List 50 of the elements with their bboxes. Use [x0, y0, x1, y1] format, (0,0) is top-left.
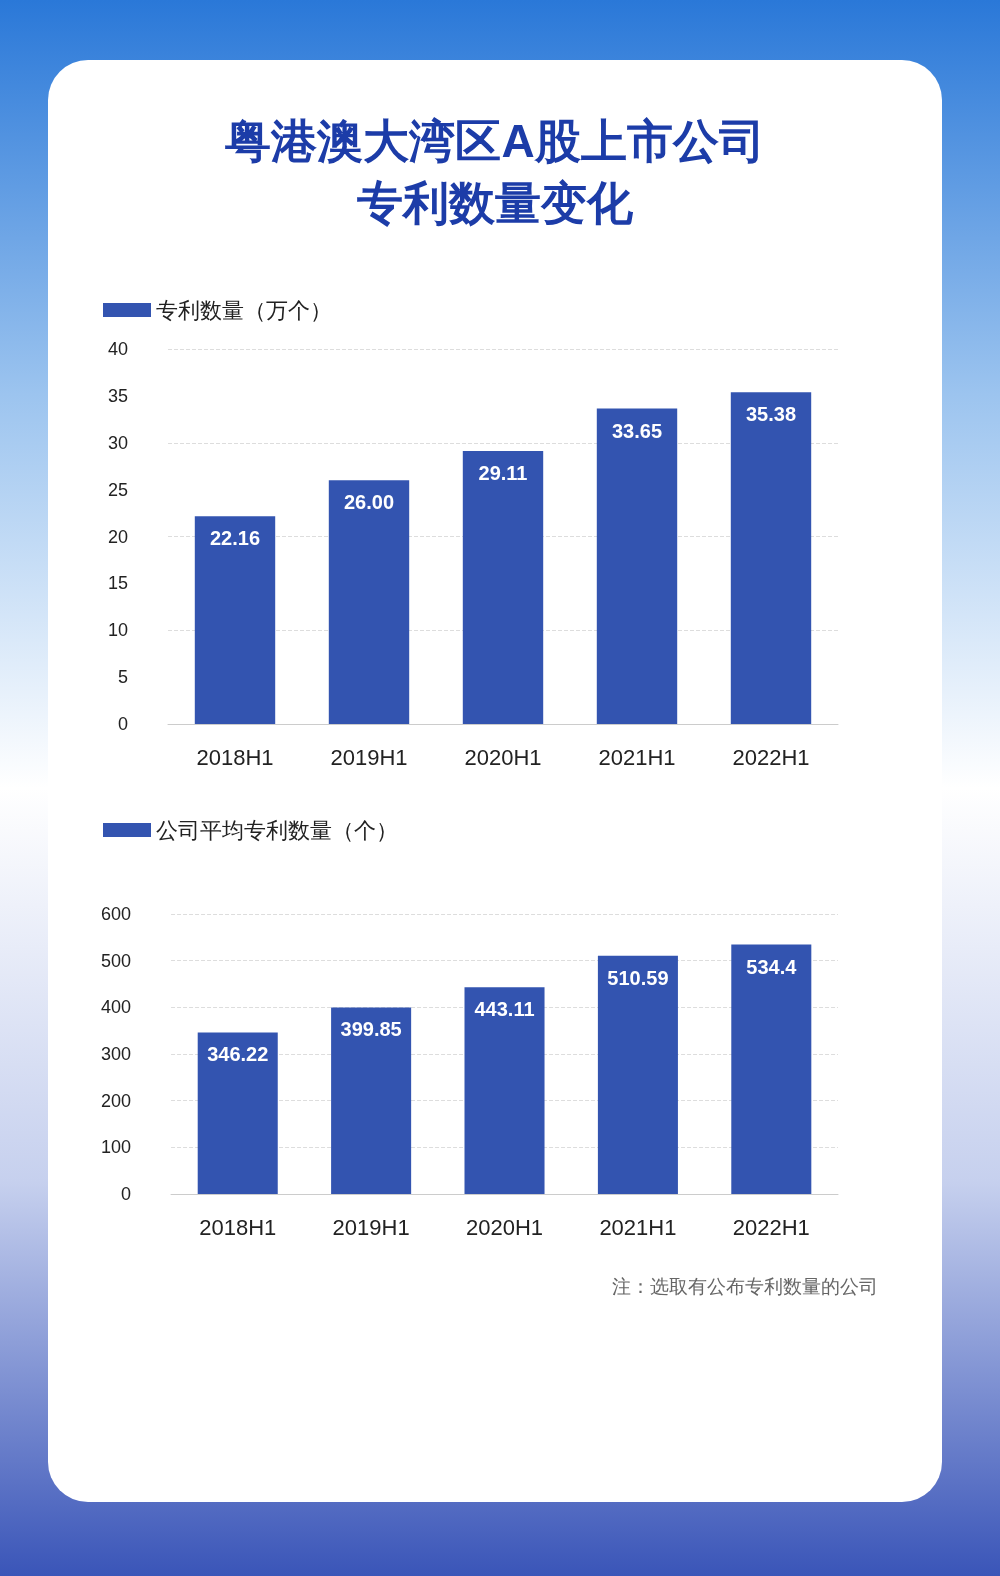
x-tick-label: 2019H1 [330, 744, 408, 770]
bar [462, 451, 544, 725]
chart-title: 粤港澳大湾区A股上市公司专利数量变化 [224, 114, 766, 232]
data-label: 510.59 [607, 966, 669, 989]
y-tick-label: 10 [107, 620, 128, 641]
y-tick-label: 300 [100, 1044, 132, 1065]
bar [328, 480, 410, 725]
y-tick-label: 35 [107, 386, 128, 407]
y-tick-label: 0 [121, 1184, 132, 1205]
y-tick-label: 400 [100, 997, 132, 1018]
text: 注：选取有公布专利数量的公司 [611, 1275, 878, 1300]
x-tick-label: 2020H1 [465, 1214, 544, 1240]
data-label: 22.16 [209, 527, 261, 550]
bar [730, 392, 812, 725]
x-tick-label: 2021H1 [599, 1214, 677, 1240]
bar [596, 408, 678, 725]
y-tick-label: 100 [100, 1137, 132, 1158]
y-tick-label: 5 [117, 667, 128, 688]
y-tick-label: 0 [117, 714, 128, 735]
bar [464, 987, 545, 1195]
x-tick-label: 2018H1 [199, 1214, 277, 1240]
y-tick-label: 40 [107, 339, 128, 360]
data-label: 443.11 [474, 998, 535, 1021]
data-label: 346.22 [207, 1043, 269, 1066]
bar [597, 955, 678, 1195]
bar [197, 1032, 278, 1195]
x-tick-label: 2020H1 [464, 744, 542, 770]
x-tick-label: 2018H1 [196, 744, 274, 770]
data-label: 399.85 [340, 1018, 402, 1041]
bar [194, 516, 276, 725]
y-tick-label: 30 [107, 432, 128, 453]
y-tick-label: 25 [107, 479, 128, 500]
x-tick-label: 2022H1 [732, 1214, 810, 1240]
bar [731, 944, 812, 1195]
x-tick-label: 2022H1 [732, 744, 810, 770]
data-label: 35.38 [745, 403, 797, 426]
data-label: 33.65 [611, 419, 663, 442]
y-tick-label: 600 [100, 904, 132, 925]
data-label: 534.4 [746, 955, 798, 978]
x-tick-label: 2019H1 [332, 1214, 410, 1240]
data-label: 29.11 [478, 462, 528, 485]
y-tick-label: 20 [107, 526, 128, 547]
x-tick-label: 2021H1 [598, 744, 676, 770]
legend-label: 公司平均专利数量（个） [156, 817, 398, 843]
bar [331, 1007, 412, 1195]
data-label: 26.00 [343, 491, 395, 514]
y-tick-label: 500 [100, 950, 132, 971]
y-tick-label: 15 [107, 573, 128, 594]
y-tick-label: 200 [100, 1090, 132, 1111]
legend-label: 专利数量（万个） [156, 297, 332, 323]
